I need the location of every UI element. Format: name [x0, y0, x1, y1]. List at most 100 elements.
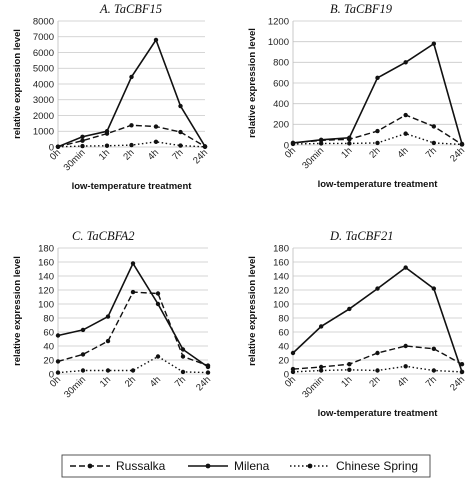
- series-chinese-spring: [290, 131, 465, 147]
- data-point: [403, 265, 408, 270]
- y-tick-label: 80: [278, 313, 289, 324]
- legend-marker: [307, 463, 313, 469]
- data-point: [431, 41, 437, 46]
- x-tick-label: 4h: [148, 374, 163, 389]
- x-tick-label: 24h: [194, 374, 213, 393]
- y-tick-label: 120: [38, 285, 54, 296]
- y-tick-label: 4000: [33, 79, 54, 90]
- data-point: [180, 347, 186, 352]
- x-tick-label: 1h: [339, 145, 354, 160]
- data-point: [180, 369, 186, 375]
- data-point: [431, 368, 437, 373]
- data-point: [55, 144, 61, 150]
- series-line: [57, 38, 206, 148]
- series-milena: [55, 261, 211, 370]
- data-point: [347, 141, 352, 146]
- data-point: [129, 123, 134, 128]
- x-tick-label: 7h: [170, 147, 185, 162]
- data-point: [375, 286, 380, 291]
- data-point: [104, 129, 110, 134]
- chart-title: D. TaCBF21: [329, 229, 393, 243]
- data-point: [80, 368, 86, 373]
- x-tick-label: 2h: [367, 145, 382, 160]
- data-point: [375, 368, 380, 373]
- x-axis-label: low-temperature treatment: [318, 179, 439, 190]
- data-point: [347, 306, 352, 312]
- y-tick-label: 2000: [33, 111, 54, 122]
- series-russalka: [290, 343, 465, 372]
- legend-label: Russalka: [116, 459, 166, 473]
- data-point: [105, 338, 111, 344]
- y-tick-label: 5000: [33, 64, 54, 75]
- chart-title: C. TaCBFA2: [72, 229, 135, 243]
- data-point: [375, 75, 380, 81]
- y-tick-label: 100: [273, 299, 289, 310]
- x-tick-label: 30min: [62, 374, 88, 400]
- legend-marker: [205, 463, 211, 469]
- x-tick-label: 4h: [396, 145, 411, 160]
- legend-item-milena: Milena: [188, 459, 270, 473]
- data-point: [129, 142, 134, 148]
- data-point: [105, 314, 111, 319]
- data-point: [318, 137, 324, 143]
- y-tick-label: 40: [278, 341, 289, 352]
- y-tick-label: 180: [273, 243, 289, 254]
- data-point: [431, 286, 437, 291]
- data-point: [403, 131, 408, 136]
- data-point: [205, 364, 211, 370]
- x-tick-label: 2h: [367, 374, 382, 389]
- data-point: [178, 103, 183, 109]
- y-tick-label: 160: [38, 257, 54, 268]
- y-tick-label: 600: [273, 78, 289, 89]
- data-point: [318, 324, 324, 329]
- y-axis-label: relative expression level: [12, 29, 23, 139]
- data-point: [403, 364, 408, 369]
- data-point: [375, 140, 380, 146]
- data-point: [80, 143, 85, 149]
- y-tick-label: 20: [43, 355, 54, 366]
- data-point: [55, 359, 61, 364]
- data-point: [153, 124, 159, 129]
- y-tick-label: 200: [273, 120, 289, 131]
- x-tick-label: 24h: [448, 145, 467, 164]
- series-chinese-spring: [55, 354, 211, 375]
- series-line: [292, 345, 463, 370]
- legend-box: [61, 454, 431, 478]
- data-point: [459, 369, 465, 375]
- y-tick-label: 400: [273, 99, 289, 110]
- chart-title: B. TaCBF19: [330, 2, 393, 16]
- y-tick-label: 180: [38, 243, 54, 254]
- data-point: [105, 368, 111, 373]
- y-tick-label: 800: [273, 58, 289, 69]
- data-point: [80, 352, 86, 357]
- legend-item-chinese-spring: Chinese Spring: [290, 459, 418, 473]
- data-point: [155, 291, 161, 296]
- series-line: [292, 266, 463, 373]
- series-chinese-spring: [290, 364, 465, 375]
- y-tick-label: 60: [278, 327, 289, 338]
- y-tick-label: 80: [43, 313, 54, 324]
- series-line: [57, 261, 209, 368]
- x-tick-label: 1h: [97, 147, 112, 162]
- y-tick-label: 60: [43, 327, 54, 338]
- y-tick-label: 1200: [268, 16, 289, 27]
- data-point: [130, 289, 136, 295]
- data-point: [431, 346, 437, 351]
- data-point: [153, 139, 159, 145]
- y-tick-label: 6000: [33, 48, 54, 59]
- x-tick-label: 30min: [62, 147, 88, 173]
- legend-label: Milena: [234, 459, 270, 473]
- data-point: [130, 368, 136, 373]
- y-tick-label: 0: [284, 140, 289, 151]
- data-point: [459, 142, 465, 147]
- y-tick-label: 140: [273, 271, 289, 282]
- chart-panel-1: A. TaCBF15 0 1000 2000 3000 4000 5000 6000 7000 8…: [12, 2, 210, 192]
- x-tick-label: 30min: [300, 145, 326, 171]
- data-point: [290, 369, 296, 375]
- y-tick-label: 1000: [268, 37, 289, 48]
- data-point: [55, 333, 61, 338]
- data-point: [403, 112, 408, 118]
- series-line: [57, 291, 209, 367]
